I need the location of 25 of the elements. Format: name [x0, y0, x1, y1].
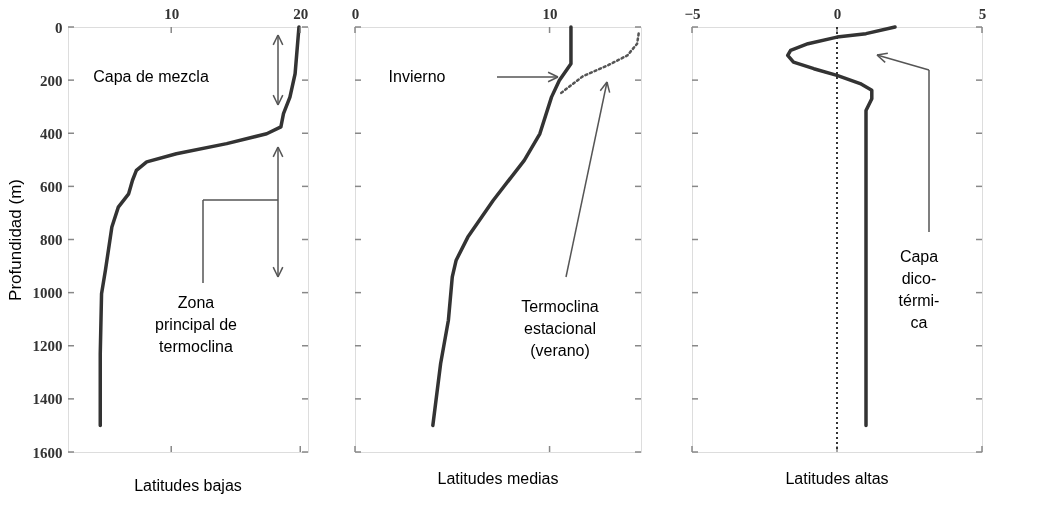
x-tick-label: 20	[293, 5, 309, 22]
y-tick-label: 1000	[32, 285, 63, 302]
annotation: Capa de mezcla	[93, 68, 209, 85]
y-tick-label: 0	[55, 19, 63, 36]
x-axis-title: Latitudes medias	[437, 469, 559, 487]
x-tick-label: −5	[684, 5, 701, 22]
annotation: Invierno	[388, 68, 446, 85]
x-axis-title: Latitudes altas	[785, 470, 889, 487]
x-tick-label: 0	[351, 5, 360, 22]
y-tick-label: 400	[40, 125, 63, 142]
annotation: Zona principal de termoclina	[155, 294, 238, 355]
y-tick-label: 800	[40, 232, 63, 248]
x-tick-label: 10	[164, 5, 180, 22]
annotation: Termoclina estacional (verano)	[521, 298, 599, 359]
y-tick-label: 1600	[32, 444, 63, 461]
y-tick-label: 1400	[32, 391, 63, 408]
x-axis-title: Latitudes bajas	[134, 477, 242, 494]
y-tick-label: 200	[40, 72, 63, 89]
y-tick-label: 600	[40, 178, 63, 195]
x-tick-label: 10	[542, 5, 558, 22]
annotation: Capa dico- térmi- ca	[898, 248, 940, 331]
x-tick-label: 5	[978, 5, 987, 22]
y-axis-title: Profundidad (m)	[5, 179, 25, 301]
y-tick-label: 1200	[32, 338, 63, 355]
x-tick-label: 0	[833, 5, 842, 22]
